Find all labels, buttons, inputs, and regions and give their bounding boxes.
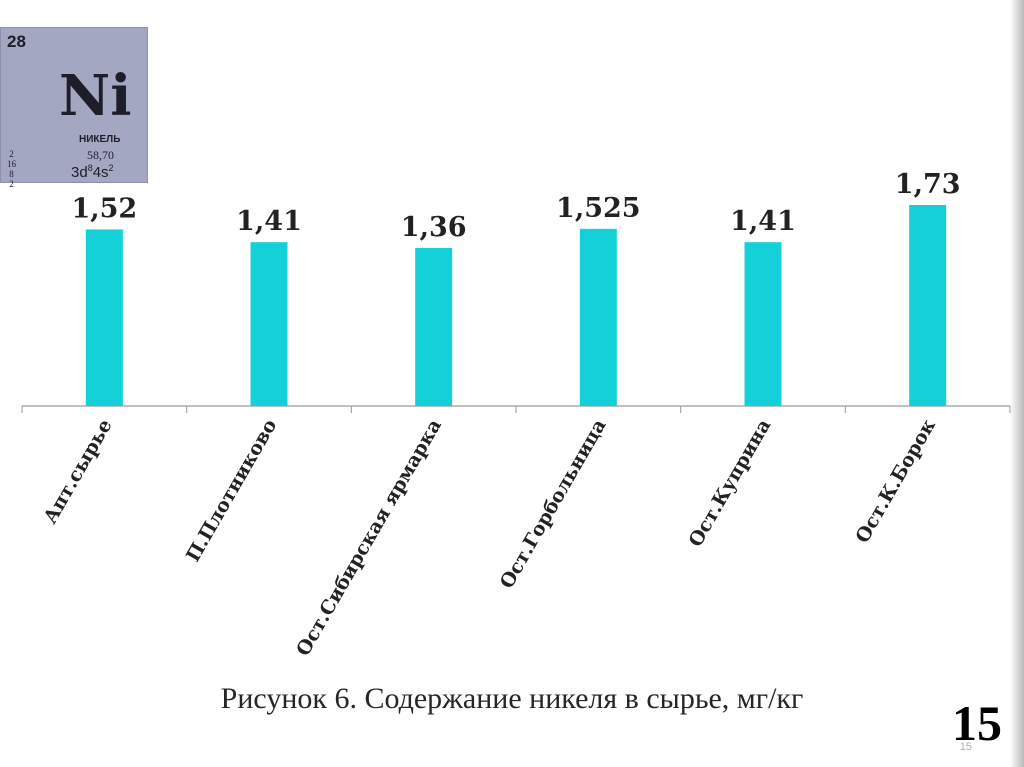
bar bbox=[909, 205, 947, 406]
bar bbox=[579, 228, 617, 406]
data-label: 1,36 bbox=[401, 212, 467, 243]
element-atomic-mass: 58,70 bbox=[87, 148, 114, 162]
element-electron-configuration: 3d84s2 bbox=[71, 163, 114, 181]
category-label: Ост.Куприна bbox=[685, 416, 776, 551]
element-atomic-number: 28 bbox=[7, 32, 26, 51]
slide-number-faint: 15 bbox=[959, 741, 972, 753]
bar bbox=[250, 242, 288, 406]
bar bbox=[85, 229, 123, 406]
category-label: Ост.Сибирская ярмарка bbox=[292, 415, 446, 659]
category-label: Ост.Горбольница bbox=[496, 416, 611, 593]
element-electron-shells: 2 16 8 2 bbox=[7, 149, 16, 189]
data-label: 1,52 bbox=[71, 193, 137, 224]
bar bbox=[744, 242, 782, 406]
periodic-element-tile: 28 Ni НИКЕЛЬ 58,70 2 16 8 2 3d84s2 bbox=[0, 27, 148, 189]
category-label: Апт.сырье bbox=[39, 416, 116, 528]
data-label: 1,41 bbox=[236, 206, 302, 237]
data-label: 1,525 bbox=[556, 193, 641, 224]
shell-value: 16 bbox=[7, 159, 16, 169]
shell-value: 8 bbox=[9, 169, 14, 179]
data-label: 1,73 bbox=[895, 169, 961, 200]
bar bbox=[415, 247, 453, 406]
shell-value: 2 bbox=[9, 179, 14, 189]
element-symbol: Ni bbox=[59, 63, 132, 129]
chart-caption: Рисунок 6. Содержание никеля в сырье, мг… bbox=[220, 682, 804, 715]
shell-value: 2 bbox=[9, 149, 14, 159]
element-name: НИКЕЛЬ bbox=[79, 134, 121, 145]
category-label: Ост.К.Борок bbox=[851, 415, 940, 547]
nickel-bar-chart: 1,52 Апт.сырье 1,41 П.Плотниково 1,36 Ост.Сиб… bbox=[21, 169, 1011, 660]
slide-number: 15 bbox=[952, 695, 1002, 751]
category-label: П.Плотниково bbox=[182, 416, 281, 566]
data-label: 1,41 bbox=[730, 206, 796, 237]
slide-edge-shadow bbox=[1010, 0, 1024, 767]
